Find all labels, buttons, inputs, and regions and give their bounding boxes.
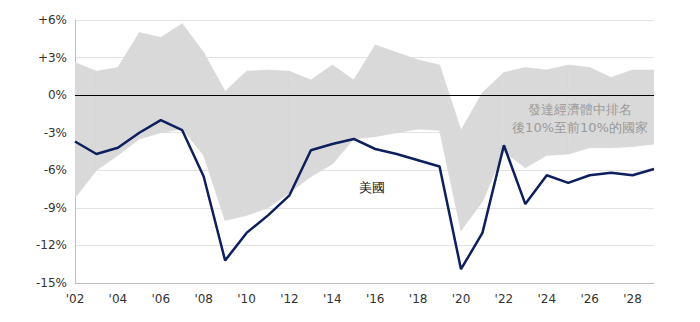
svg-text:'22: '22	[495, 292, 514, 306]
svg-text:'20: '20	[452, 292, 471, 306]
svg-text:'06: '06	[151, 292, 170, 306]
svg-text:'10: '10	[237, 292, 256, 306]
svg-text:+6%: +6%	[38, 13, 67, 27]
svg-text:-3%: -3%	[44, 126, 67, 140]
svg-text:'14: '14	[323, 292, 342, 306]
svg-text:'12: '12	[280, 292, 299, 306]
svg-text:-9%: -9%	[44, 201, 67, 215]
svg-text:'02: '02	[66, 292, 85, 306]
svg-text:後10%至前10%的國家: 後10%至前10%的國家	[512, 120, 648, 135]
svg-text:-15%: -15%	[36, 276, 67, 290]
svg-text:'24: '24	[537, 292, 556, 306]
svg-text:0%: 0%	[48, 88, 67, 102]
svg-text:-6%: -6%	[44, 163, 67, 177]
svg-text:'08: '08	[194, 292, 213, 306]
svg-text:'04: '04	[109, 292, 128, 306]
svg-text:'26: '26	[580, 292, 599, 306]
svg-text:+3%: +3%	[38, 51, 67, 65]
svg-text:'16: '16	[366, 292, 385, 306]
svg-text:美國: 美國	[359, 180, 385, 195]
svg-text:'18: '18	[409, 292, 428, 306]
svg-text:-12%: -12%	[36, 238, 67, 252]
svg-text:發達經濟體中排名: 發達經濟體中排名	[528, 102, 632, 117]
svg-text:'28: '28	[623, 292, 642, 306]
